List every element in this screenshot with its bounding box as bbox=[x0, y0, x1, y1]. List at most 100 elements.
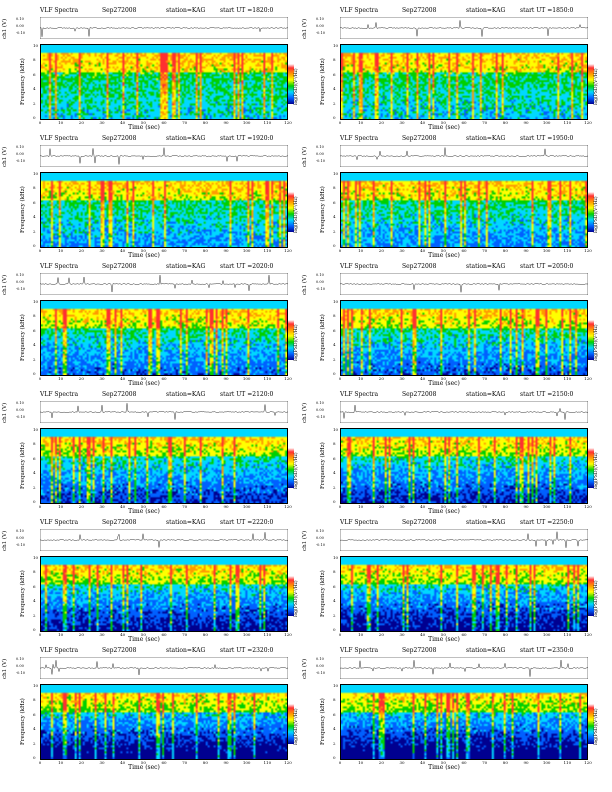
time-axis-label: Time (sec) bbox=[428, 124, 460, 131]
frequency-tick-label: 10 bbox=[33, 171, 39, 176]
time-tick-label: 20 bbox=[78, 632, 84, 637]
panel-station: station=KAG bbox=[166, 263, 206, 270]
time-tick-label: 60 bbox=[461, 248, 467, 253]
time-tick-label: 110 bbox=[263, 504, 272, 509]
time-tick-label: 0 bbox=[38, 632, 42, 637]
time-tick-label: 90 bbox=[223, 632, 229, 637]
frequency-tick-label: 6 bbox=[333, 327, 336, 333]
spectrogram-image bbox=[341, 173, 587, 247]
time-tick-label: 110 bbox=[263, 632, 272, 637]
frequency-tick-label: 10 bbox=[33, 555, 39, 560]
time-tick-label: 0 bbox=[338, 504, 342, 509]
waveform-trace bbox=[340, 145, 588, 167]
channel-tick-label: -0.10 bbox=[16, 287, 25, 291]
frequency-axis-label: Frequency (kHz) bbox=[20, 442, 26, 490]
spectrogram-image bbox=[341, 557, 587, 631]
time-tick-label: 60 bbox=[461, 632, 467, 637]
frequency-tick-label: 2 bbox=[33, 356, 36, 362]
time-tick-label: 100 bbox=[542, 376, 551, 381]
frequency-tick-label: 8 bbox=[33, 697, 36, 703]
panel-start-time: start UT =2250:0 bbox=[520, 519, 574, 526]
time-tick-label: 120 bbox=[284, 760, 292, 765]
spectrogram-panel: VLF Spectra Sep272008 station=KAG start UT … bbox=[0, 134, 300, 259]
panel-start-time: start UT =2050:0 bbox=[520, 263, 574, 270]
time-tick-label: 10 bbox=[58, 248, 64, 253]
time-tick-label: 50 bbox=[140, 504, 146, 509]
time-tick-label: 30 bbox=[99, 760, 105, 765]
channel-tick-label: -0.10 bbox=[16, 671, 25, 675]
channel-tick-label: 0.10 bbox=[16, 529, 24, 533]
time-tick-label: 90 bbox=[523, 120, 529, 125]
frequency-tick-label: 2 bbox=[333, 612, 336, 618]
frequency-tick-label: 2 bbox=[333, 740, 336, 746]
panel-header: VLF Spectra Sep272008 station=KAG start UT … bbox=[340, 262, 588, 272]
time-tick-label: 10 bbox=[358, 632, 364, 637]
channel-tick-label: 0.00 bbox=[16, 280, 24, 284]
time-axis-label: Time (sec) bbox=[128, 124, 160, 131]
waveform-trace bbox=[340, 273, 588, 295]
time-axis-label: Time (sec) bbox=[428, 508, 460, 515]
time-tick-label: 0 bbox=[38, 376, 42, 381]
time-tick-label: 70 bbox=[482, 248, 488, 253]
time-tick-label: 70 bbox=[182, 248, 188, 253]
frequency-tick-label: 6 bbox=[333, 71, 336, 77]
time-axis: 0 10 20 30 40 50 60 70 80 90 100 110 120 bbox=[339, 760, 592, 766]
panel-header: VLF Spectra Sep272008 station=KAG start UT … bbox=[340, 390, 588, 400]
frequency-tick-label: 8 bbox=[33, 57, 36, 63]
frequency-tick-label: 0 bbox=[333, 627, 336, 632]
spectrogram-panel: VLF Spectra Sep272008 station=KAG start UT … bbox=[0, 262, 300, 387]
frequency-tick-label: 0 bbox=[333, 499, 336, 504]
time-tick-label: 20 bbox=[378, 632, 384, 637]
time-tick-label: 60 bbox=[461, 504, 467, 509]
spectrogram-panel: VLF Spectra Sep272008 station=KAG start UT … bbox=[0, 6, 300, 131]
spectrogram-panel: VLF Spectra Sep272008 station=KAG start UT … bbox=[300, 646, 600, 771]
time-tick-label: 20 bbox=[378, 760, 384, 765]
time-tick-label: 100 bbox=[242, 504, 251, 509]
panel-start-time: start UT =1850:0 bbox=[520, 7, 574, 14]
frequency-tick-label: 2 bbox=[33, 612, 36, 618]
waveform-frame bbox=[340, 145, 588, 167]
time-tick-label: 70 bbox=[182, 632, 188, 637]
channel-tick-label: 0.00 bbox=[316, 408, 324, 412]
frequency-tick-label: 4 bbox=[333, 726, 336, 732]
time-tick-label: 100 bbox=[242, 632, 251, 637]
panel-start-time: start UT =1950:0 bbox=[520, 135, 574, 142]
time-tick-label: 0 bbox=[38, 760, 42, 765]
time-tick-label: 60 bbox=[161, 120, 167, 125]
spectrogram-area bbox=[40, 44, 288, 120]
waveform-line bbox=[40, 660, 288, 676]
time-tick-label: 50 bbox=[440, 760, 446, 765]
panel-station: station=KAG bbox=[166, 519, 206, 526]
time-tick-label: 60 bbox=[461, 120, 467, 125]
time-tick-label: 0 bbox=[338, 248, 342, 253]
time-tick-label: 30 bbox=[399, 376, 405, 381]
time-tick-label: 60 bbox=[461, 376, 467, 381]
frequency-tick-label: 0 bbox=[33, 243, 36, 248]
colorbar-label: log(PSD)(V²/Hz) bbox=[594, 196, 599, 234]
frequency-tick-label: 4 bbox=[333, 598, 336, 604]
panel-date: Sep272008 bbox=[102, 263, 137, 270]
time-tick-label: 40 bbox=[420, 376, 426, 381]
waveform-line bbox=[40, 275, 288, 293]
frequency-tick-label: 4 bbox=[33, 342, 36, 348]
frequency-tick-label: 10 bbox=[333, 683, 339, 688]
channel-tick-label: 0.00 bbox=[16, 536, 24, 540]
panel-date: Sep272008 bbox=[102, 519, 137, 526]
time-tick-label: 110 bbox=[263, 760, 272, 765]
channel-tick-label: 0.00 bbox=[316, 152, 324, 156]
frequency-tick-label: 10 bbox=[333, 171, 339, 176]
panel-header: VLF Spectra Sep272008 station=KAG start UT … bbox=[340, 134, 588, 144]
time-tick-label: 0 bbox=[38, 248, 42, 253]
time-tick-label: 100 bbox=[542, 248, 551, 253]
frequency-axis-label: Frequency (kHz) bbox=[20, 186, 26, 234]
panel-header: VLF Spectra Sep272008 station=KAG start UT … bbox=[40, 646, 288, 656]
spectrogram-area bbox=[40, 300, 288, 376]
frequency-axis-label: Frequency (kHz) bbox=[20, 698, 26, 746]
frequency-axis-label: Frequency (kHz) bbox=[320, 58, 326, 106]
waveform-line bbox=[340, 283, 588, 293]
time-tick-label: 10 bbox=[358, 760, 364, 765]
waveform-trace bbox=[40, 657, 288, 679]
time-tick-label: 60 bbox=[461, 760, 467, 765]
panel-header: VLF Spectra Sep272008 station=KAG start UT … bbox=[340, 518, 588, 528]
time-tick-label: 50 bbox=[440, 632, 446, 637]
